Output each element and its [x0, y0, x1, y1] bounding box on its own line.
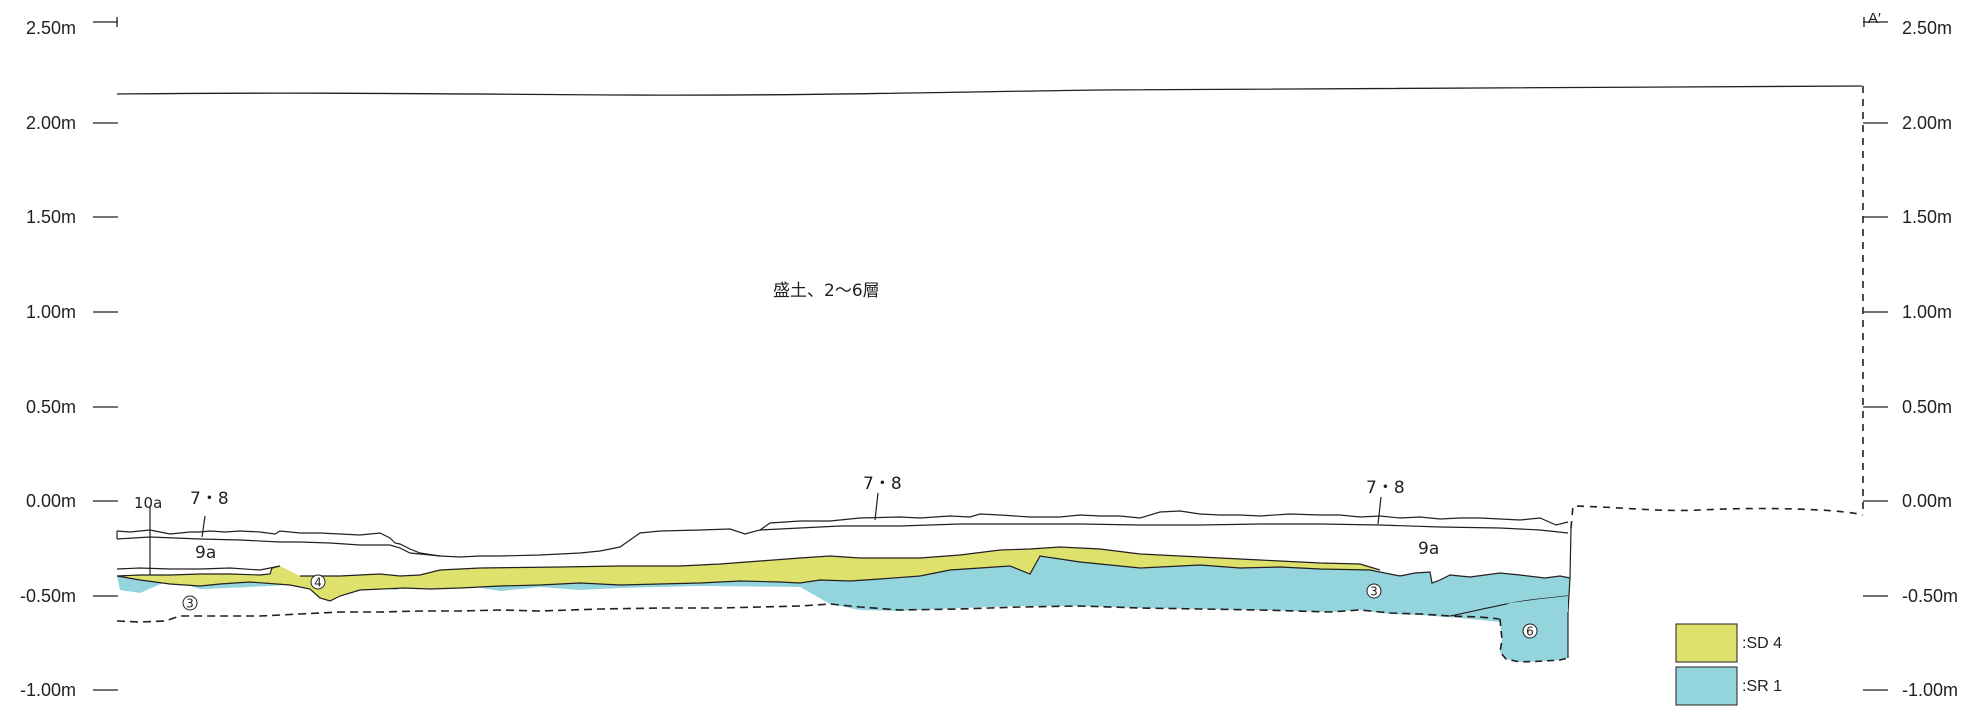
- right-tick-label-2.00: 2.00m: [1902, 113, 1952, 133]
- legend-label-sd4: :SD 4: [1742, 635, 1782, 652]
- circle-label-4: 4: [310, 574, 326, 590]
- left-tick-label-1.00: 1.00m: [26, 302, 76, 322]
- right-tick-label-1.50: 1.50m: [1902, 207, 1952, 227]
- right-elevation-scale: A′ 2.50m 2.00m 1.50m 1.00m 0.50m 0.00m -…: [1863, 10, 1958, 700]
- right-tick-label-0.00: 0.00m: [1902, 491, 1952, 511]
- left-tick-label-neg0.50: -0.50m: [20, 586, 76, 606]
- layer-sr1: [117, 556, 1570, 625]
- svg-text:3: 3: [1370, 585, 1378, 599]
- right-tick-label-2.50: 2.50m: [1902, 18, 1952, 38]
- lower-boundary-dashed: [116, 603, 1501, 623]
- left-tick-label-2.50: 2.50m: [26, 18, 76, 38]
- right-tick-label-0.50: 0.50m: [1902, 397, 1952, 417]
- left-tick-label-0.00: 0.00m: [26, 491, 76, 511]
- circle-label-3-left: 3: [182, 595, 198, 611]
- layer-6-pit-outline: [1499, 618, 1569, 663]
- layer-78-label-right: 7・8: [1366, 478, 1405, 498]
- legend-swatch-sd4: [1675, 623, 1738, 663]
- left-tick-label-1.50: 1.50m: [26, 207, 76, 227]
- stratum-boundaries: [116, 492, 1572, 617]
- legend-swatch-sr1: [1675, 666, 1738, 706]
- legend: :SD 4 :SR 1: [1675, 623, 1782, 706]
- left-tick-label-0.50: 0.50m: [26, 397, 76, 417]
- right-tick-label-neg1.00: -1.00m: [1902, 680, 1958, 700]
- fill-layer-label: 盛土、2～6層: [773, 281, 880, 301]
- layer-9a-label-left: 9a: [195, 543, 216, 563]
- layer-78-label-left: 7・8: [190, 489, 229, 509]
- layer-10a-label: 10a: [134, 494, 162, 512]
- section-end-label: A′: [1868, 10, 1881, 27]
- circle-label-6: 6: [1522, 623, 1538, 639]
- left-tick-label-neg1.00: -1.00m: [20, 680, 76, 700]
- svg-text:4: 4: [314, 576, 322, 590]
- svg-text:3: 3: [186, 597, 194, 611]
- layer-sd4: [117, 547, 1380, 601]
- right-tick-label-neg0.50: -0.50m: [1902, 586, 1958, 606]
- right-tick-label-1.00: 1.00m: [1902, 302, 1952, 322]
- layer-78-label-center: 7・8: [863, 474, 902, 494]
- svg-text:6: 6: [1526, 625, 1534, 639]
- excavation-bottom-dashed: [1570, 505, 1864, 529]
- legend-label-sr1: :SR 1: [1742, 678, 1782, 695]
- circle-label-3-right: 3: [1366, 583, 1382, 599]
- ground-surface-line: [116, 85, 1863, 96]
- left-elevation-scale: 2.50m 2.00m 1.50m 1.00m 0.50m 0.00m -0.5…: [20, 17, 118, 700]
- layer-9a-label-right: 9a: [1418, 539, 1439, 559]
- left-tick-label-2.00: 2.00m: [26, 113, 76, 133]
